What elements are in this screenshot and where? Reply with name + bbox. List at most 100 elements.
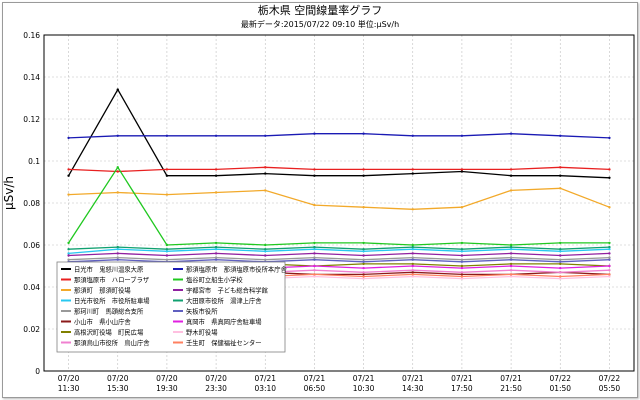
x-tick-label: 07/22 (599, 374, 621, 383)
series-line (68, 187, 610, 210)
data-point (411, 275, 414, 278)
series-line (68, 88, 610, 179)
data-point (559, 271, 562, 274)
x-tick-label: 07/22 (549, 374, 571, 383)
series-line (68, 133, 610, 139)
series-line (68, 256, 610, 261)
data-point (165, 168, 169, 171)
data-point (509, 264, 513, 268)
legend-label: 高根沢町役場 町民広場 (74, 328, 144, 337)
x-tick-label: 10:30 (353, 384, 375, 393)
plot-border (43, 34, 635, 372)
data-point (559, 262, 562, 266)
data-point (313, 168, 316, 171)
x-tick-label: 21:50 (500, 384, 522, 393)
data-point (362, 277, 365, 280)
data-point (362, 206, 365, 209)
series-line (68, 248, 610, 255)
x-tick-label: 14:30 (402, 384, 424, 393)
data-point (214, 252, 218, 255)
data-point (411, 172, 414, 175)
data-point (362, 266, 365, 270)
x-tick-label: 11:30 (58, 384, 80, 393)
y-tick-label: 0.16 (23, 31, 40, 40)
data-point (559, 250, 562, 253)
data-point (460, 260, 464, 263)
chart-subtitle: 最新データ:2015/07/22 09:10 単位:μSv/h (241, 19, 399, 29)
data-point (460, 275, 464, 278)
data-point (411, 134, 414, 137)
data-point (313, 256, 316, 259)
data-point (165, 193, 169, 196)
legend-label: 大田原市役所 湯津上庁舎 (186, 296, 262, 305)
data-point (116, 88, 119, 91)
legend-label: 宇都宮市 子ども総合科学館 (186, 286, 268, 295)
data-point (559, 134, 562, 137)
legend-label: 那須塩原市 那須塩原市役所本庁舎 (186, 265, 287, 274)
data-point (116, 166, 119, 169)
data-point (411, 245, 414, 249)
x-tick-label: 07/21 (254, 374, 276, 383)
data-point (608, 264, 611, 268)
data-point (313, 245, 316, 249)
data-point (608, 273, 611, 276)
data-point (214, 191, 218, 194)
data-point (67, 254, 70, 257)
y-tick-label: 0.04 (23, 283, 40, 292)
data-point (165, 243, 169, 247)
y-tick-label: 0.02 (23, 325, 40, 334)
data-point (608, 245, 611, 249)
data-point (67, 193, 70, 196)
data-point (264, 250, 267, 253)
data-point (559, 174, 562, 177)
data-point (411, 256, 414, 259)
data-point (264, 258, 267, 261)
data-point (264, 134, 267, 137)
data-point (559, 277, 562, 280)
x-axis-ticks: 07/2011:3007/2015:3007/2019:3007/2023:30… (58, 374, 621, 393)
data-point (559, 260, 562, 263)
data-point (411, 168, 414, 171)
y-tick-label: 0.1 (28, 157, 40, 166)
data-point (264, 166, 267, 169)
data-point (116, 248, 119, 251)
data-point (116, 191, 119, 194)
data-point (460, 258, 464, 261)
series-lines (67, 88, 611, 280)
data-point (559, 241, 562, 245)
data-point (264, 189, 267, 192)
data-point (67, 252, 70, 255)
data-point (509, 258, 513, 261)
data-point (608, 275, 611, 278)
data-point (362, 260, 365, 263)
x-tick-label: 07/21 (304, 374, 326, 383)
data-point (67, 258, 70, 261)
data-point (559, 275, 562, 278)
data-point (509, 269, 513, 272)
data-point (362, 273, 365, 276)
x-tick-label: 05:50 (599, 384, 621, 393)
x-tick-label: 17:50 (451, 384, 473, 393)
data-point (362, 262, 365, 266)
data-point (362, 250, 365, 253)
data-point (460, 168, 464, 171)
legend-label: 野木町役場 (186, 328, 218, 337)
data-point (67, 136, 70, 140)
data-point (362, 168, 365, 171)
data-point (362, 254, 365, 257)
data-point (460, 271, 464, 274)
data-point (509, 189, 513, 192)
series-line (68, 166, 610, 173)
data-point (460, 273, 464, 276)
data-point (608, 269, 611, 272)
data-point (411, 264, 414, 268)
data-point (608, 136, 611, 140)
data-point (509, 256, 513, 259)
data-point (411, 252, 414, 255)
data-point (67, 168, 70, 171)
data-point (460, 277, 464, 280)
data-point (165, 254, 169, 257)
data-point (362, 132, 365, 135)
y-tick-label: 0.08 (23, 199, 40, 208)
